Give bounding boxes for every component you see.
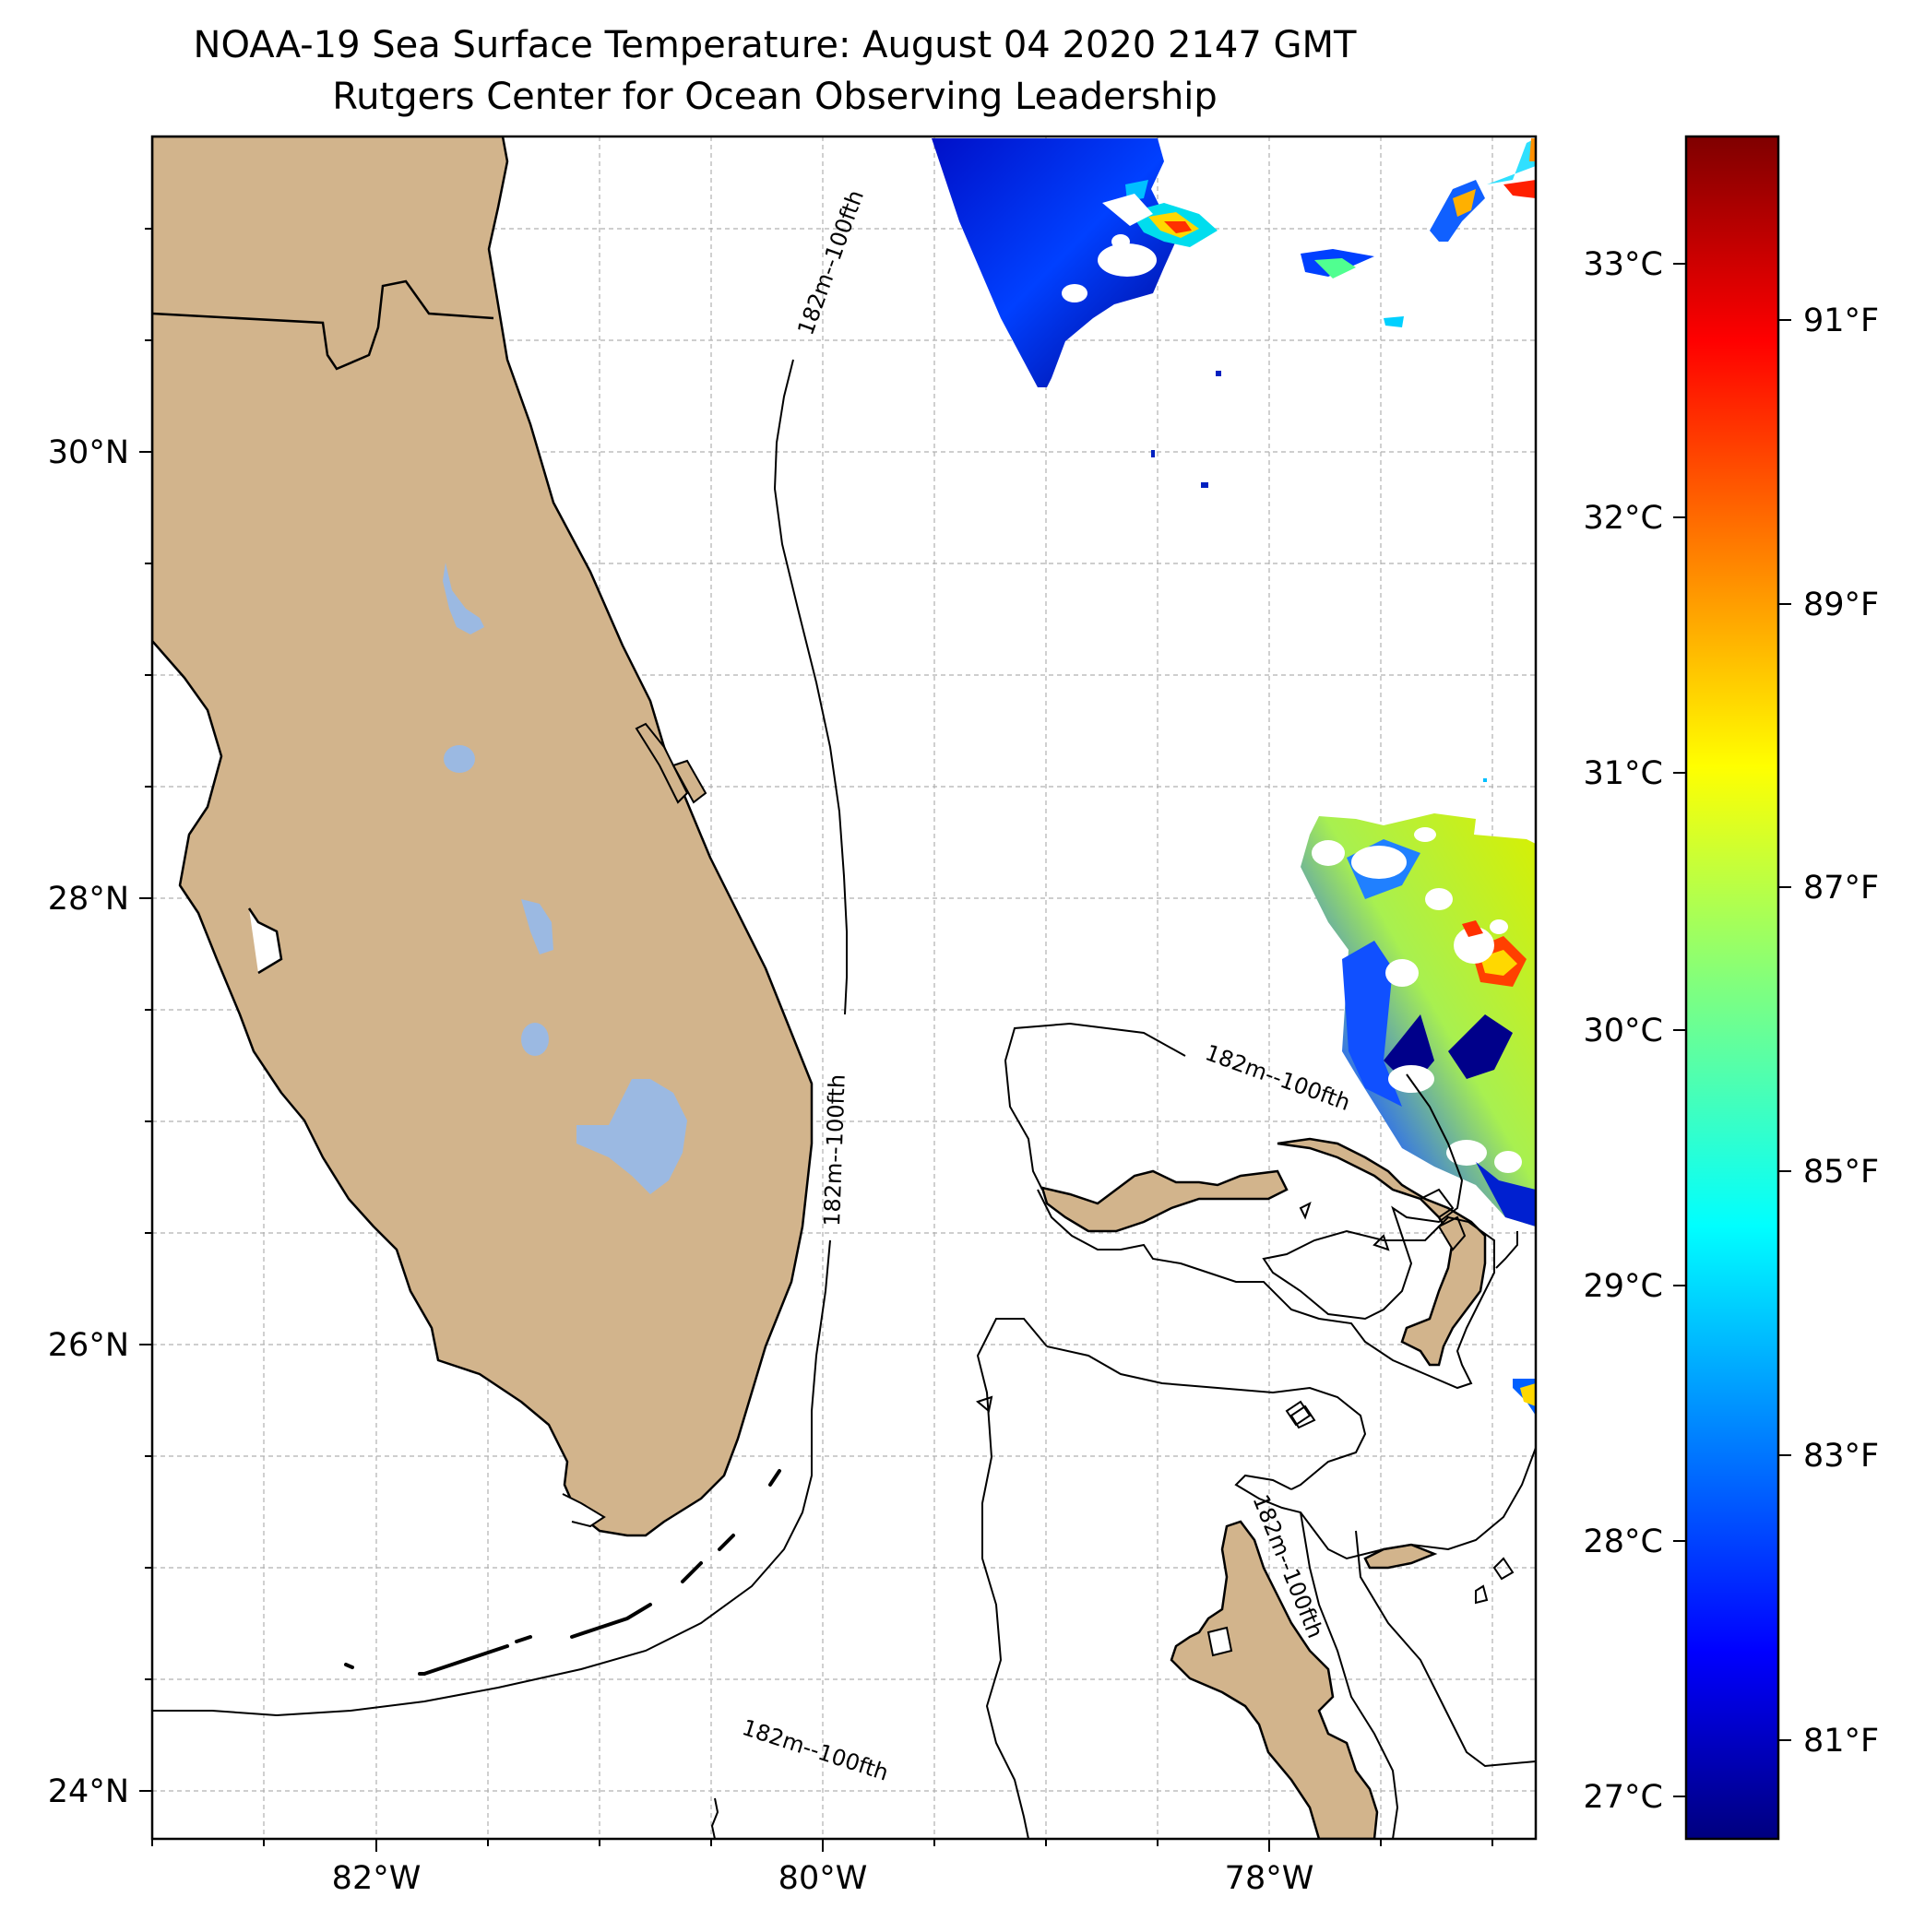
lake-okeechobee	[576, 1079, 687, 1194]
lon-label-80w: 80°W	[778, 1860, 868, 1897]
colorbar-label-81f: 81°F	[1803, 1723, 1879, 1760]
colorbar-label-89f: 89°F	[1803, 587, 1879, 623]
lon-label-78w: 78°W	[1225, 1860, 1314, 1897]
colorbar-celsius-ticks	[1673, 263, 1686, 1797]
lat-label-30n: 30°N	[48, 434, 129, 471]
florida-keys	[344, 1469, 781, 1676]
grand-bahama-land	[1040, 1169, 1289, 1233]
map-subtitle: Rutgers Center for Ocean Observing Leade…	[332, 76, 1218, 118]
sst-swath-north	[932, 138, 1536, 488]
lakes	[443, 563, 687, 1194]
lat-label-26n: 26°N	[48, 1327, 129, 1364]
colorbar	[1673, 135, 1791, 1841]
colorbar-label-87f: 87°F	[1803, 870, 1879, 907]
barrier-islands	[635, 722, 707, 804]
contour-label: 182m--100fth	[819, 1073, 850, 1227]
latitude-axis	[139, 228, 152, 1792]
colorbar-label-91f: 91°F	[1803, 302, 1879, 339]
colorbar-label-28c: 28°C	[1584, 1523, 1663, 1560]
lake	[444, 745, 475, 773]
colorbar-label-85f: 85°F	[1803, 1154, 1879, 1191]
colorbar-gradient	[1684, 135, 1780, 1841]
colorbar-label-83f: 83°F	[1803, 1438, 1879, 1475]
lon-label-82w: 82°W	[332, 1860, 422, 1897]
sst-swath-central	[1301, 778, 1536, 1416]
lat-label-24n: 24°N	[48, 1773, 129, 1810]
colorbar-label-30c: 30°C	[1584, 1013, 1663, 1049]
longitude-axis	[151, 1839, 1493, 1852]
map-title: NOAA-19 Sea Surface Temperature: August …	[193, 24, 1357, 66]
andros-land	[1170, 1520, 1379, 1839]
lat-label-28n: 28°N	[48, 881, 129, 918]
colorbar-label-27c: 27°C	[1584, 1779, 1663, 1816]
colorbar-label-32c: 32°C	[1584, 500, 1663, 537]
andros-creek	[1206, 1626, 1233, 1657]
colorbar-label-31c: 31°C	[1584, 755, 1663, 792]
lake-george	[443, 563, 484, 634]
colorbar-label-29c: 29°C	[1584, 1268, 1663, 1305]
map-frame	[150, 135, 1538, 1841]
colorbar-label-33c: 33°C	[1584, 246, 1663, 283]
bathymetry-contours	[152, 359, 1536, 1839]
colorbar-fahrenheit-ticks	[1778, 319, 1791, 1741]
lake-kissimmee	[521, 899, 553, 954]
abaco-islet	[1437, 1215, 1467, 1251]
lake	[521, 1023, 549, 1056]
